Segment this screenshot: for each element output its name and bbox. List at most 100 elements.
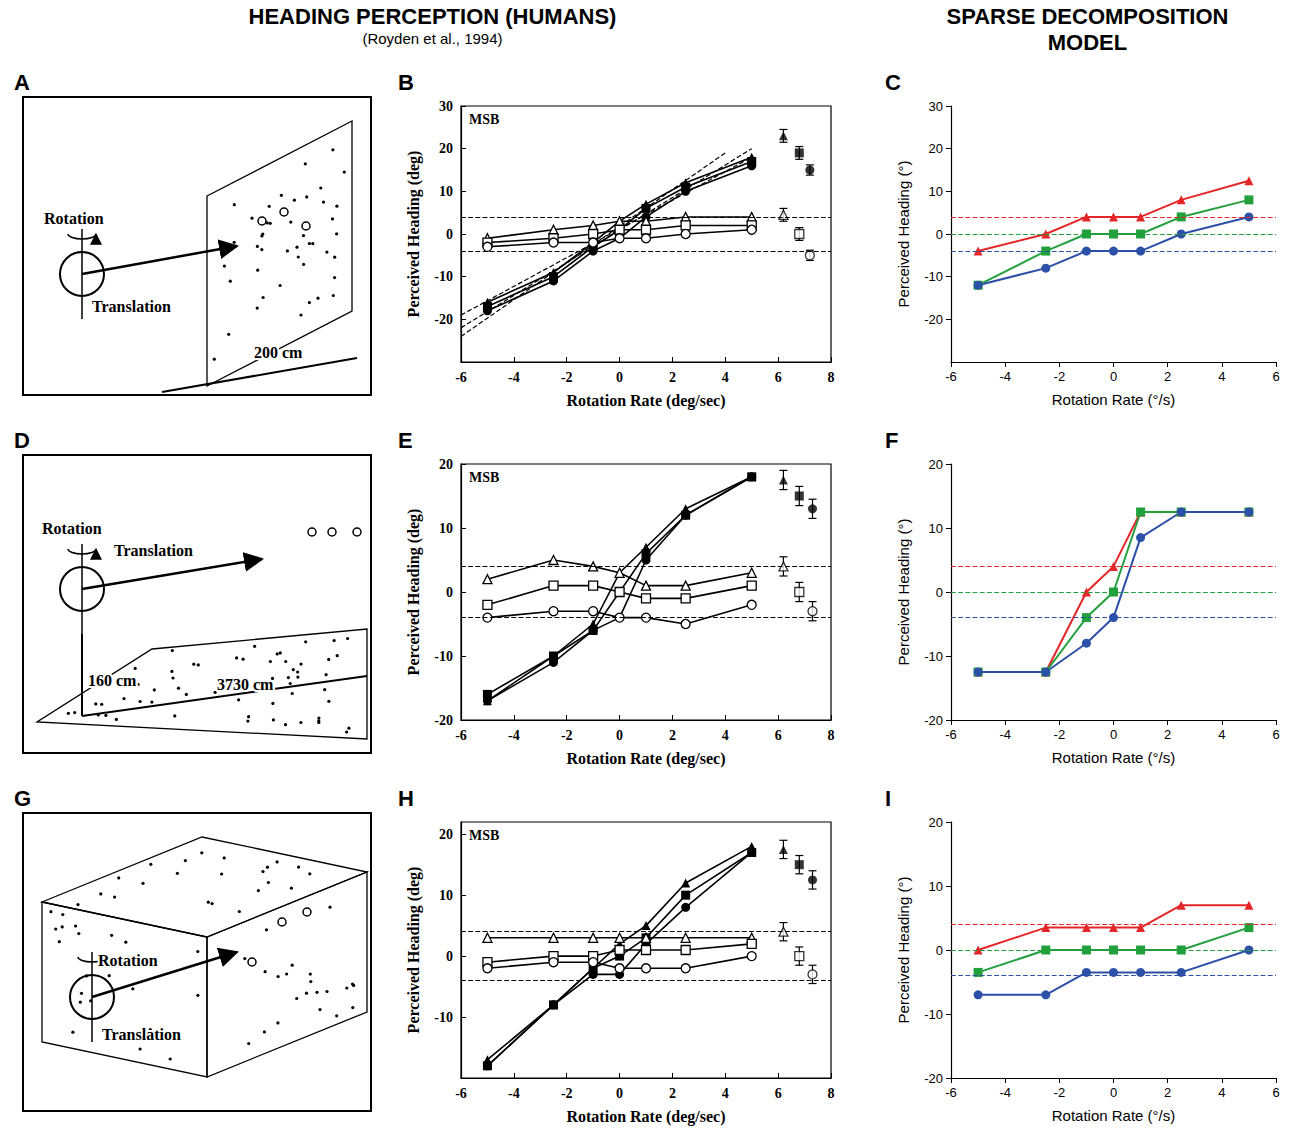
svg-text:20: 20 xyxy=(439,827,453,842)
svg-text:6: 6 xyxy=(775,728,782,743)
svg-text:200 cm: 200 cm xyxy=(254,344,303,361)
svg-text:2: 2 xyxy=(1164,369,1171,384)
svg-text:0: 0 xyxy=(446,227,453,242)
svg-text:MSB: MSB xyxy=(469,112,499,127)
svg-text:20: 20 xyxy=(439,457,453,472)
svg-text:-20: -20 xyxy=(924,1071,943,1086)
svg-text:Perceived Heading (°): Perceived Heading (°) xyxy=(895,519,912,666)
svg-text:-10: -10 xyxy=(924,649,943,664)
svg-text:-6: -6 xyxy=(455,370,467,385)
svg-text:8: 8 xyxy=(828,370,835,385)
svg-text:4: 4 xyxy=(1218,369,1225,384)
svg-text:-6: -6 xyxy=(455,728,467,743)
svg-text:160 cm: 160 cm xyxy=(88,672,137,689)
svg-text:30: 30 xyxy=(929,99,943,114)
svg-text:Perceived Heading (deg): Perceived Heading (deg) xyxy=(405,509,423,676)
svg-text:4: 4 xyxy=(722,728,729,743)
svg-text:0: 0 xyxy=(446,949,453,964)
svg-text:4: 4 xyxy=(722,370,729,385)
svg-text:MSB: MSB xyxy=(469,470,499,485)
svg-text:Translation: Translation xyxy=(92,298,171,315)
svg-text:-4: -4 xyxy=(999,1085,1011,1100)
svg-text:2: 2 xyxy=(1164,1085,1171,1100)
svg-text:-2: -2 xyxy=(1054,727,1066,742)
svg-text:-4: -4 xyxy=(999,727,1011,742)
svg-text:Perceived Heading (°): Perceived Heading (°) xyxy=(895,161,912,308)
svg-text:-20: -20 xyxy=(434,713,453,728)
svg-text:6: 6 xyxy=(775,370,782,385)
svg-text:20: 20 xyxy=(439,141,453,156)
svg-text:-6: -6 xyxy=(945,369,957,384)
svg-text:-2: -2 xyxy=(561,728,573,743)
svg-text:20: 20 xyxy=(929,457,943,472)
svg-text:-10: -10 xyxy=(924,269,943,284)
svg-text:-2: -2 xyxy=(1054,1085,1066,1100)
svg-text:-10: -10 xyxy=(434,1010,453,1025)
svg-text:6: 6 xyxy=(1272,727,1279,742)
svg-text:0: 0 xyxy=(446,585,453,600)
svg-text:6: 6 xyxy=(1272,1085,1279,1100)
svg-text:2: 2 xyxy=(669,370,676,385)
svg-text:-10: -10 xyxy=(924,1007,943,1022)
svg-text:30: 30 xyxy=(439,99,453,114)
svg-text:4: 4 xyxy=(1218,1085,1225,1100)
svg-text:-6: -6 xyxy=(945,727,957,742)
svg-text:10: 10 xyxy=(929,521,943,536)
svg-text:0: 0 xyxy=(616,1086,623,1101)
svg-text:0: 0 xyxy=(616,728,623,743)
svg-text:10: 10 xyxy=(929,879,943,894)
svg-text:Translation: Translation xyxy=(114,542,193,559)
svg-text:0: 0 xyxy=(936,227,943,242)
svg-text:-2: -2 xyxy=(561,370,573,385)
svg-text:Rotation Rate (°/s): Rotation Rate (°/s) xyxy=(1052,749,1176,766)
svg-text:-4: -4 xyxy=(508,370,520,385)
svg-text:4: 4 xyxy=(1218,727,1225,742)
svg-text:10: 10 xyxy=(439,888,453,903)
svg-text:Translation: Translation xyxy=(102,1026,181,1043)
svg-text:-4: -4 xyxy=(999,369,1011,384)
svg-text:-20: -20 xyxy=(434,312,453,327)
svg-text:20: 20 xyxy=(929,815,943,830)
svg-text:-2: -2 xyxy=(561,1086,573,1101)
svg-text:Rotation: Rotation xyxy=(98,952,158,969)
svg-text:MSB: MSB xyxy=(469,828,499,843)
svg-text:-20: -20 xyxy=(924,312,943,327)
svg-text:Perceived Heading (deg): Perceived Heading (deg) xyxy=(405,867,423,1034)
svg-text:-10: -10 xyxy=(434,649,453,664)
svg-text:Rotation: Rotation xyxy=(42,520,102,537)
svg-text:6: 6 xyxy=(1272,369,1279,384)
svg-text:-6: -6 xyxy=(945,1085,957,1100)
svg-text:Perceived Heading (deg): Perceived Heading (deg) xyxy=(405,151,423,318)
svg-text:10: 10 xyxy=(439,521,453,536)
svg-text:0: 0 xyxy=(936,943,943,958)
svg-text:4: 4 xyxy=(722,1086,729,1101)
svg-text:6: 6 xyxy=(775,1086,782,1101)
svg-text:Rotation: Rotation xyxy=(44,210,104,227)
svg-text:8: 8 xyxy=(828,1086,835,1101)
svg-text:8: 8 xyxy=(828,728,835,743)
svg-text:0: 0 xyxy=(1110,369,1117,384)
svg-text:-20: -20 xyxy=(924,713,943,728)
svg-text:Rotation Rate (deg/sec): Rotation Rate (deg/sec) xyxy=(566,392,725,410)
svg-text:0: 0 xyxy=(1110,1085,1117,1100)
svg-text:0: 0 xyxy=(936,585,943,600)
svg-text:Rotation Rate (°/s): Rotation Rate (°/s) xyxy=(1052,1107,1176,1124)
svg-text:0: 0 xyxy=(1110,727,1117,742)
svg-text:-4: -4 xyxy=(508,1086,520,1101)
svg-text:2: 2 xyxy=(669,1086,676,1101)
svg-text:2: 2 xyxy=(669,728,676,743)
svg-text:-4: -4 xyxy=(508,728,520,743)
svg-text:Rotation Rate (°/s): Rotation Rate (°/s) xyxy=(1052,391,1176,408)
svg-text:Perceived Heading (°): Perceived Heading (°) xyxy=(895,877,912,1024)
svg-text:10: 10 xyxy=(929,184,943,199)
svg-text:-2: -2 xyxy=(1054,369,1066,384)
svg-text:Rotation Rate (deg/sec): Rotation Rate (deg/sec) xyxy=(566,1108,725,1126)
svg-text:20: 20 xyxy=(929,141,943,156)
svg-text:10: 10 xyxy=(439,184,453,199)
svg-text:-6: -6 xyxy=(455,1086,467,1101)
svg-text:0: 0 xyxy=(616,370,623,385)
svg-text:3730 cm: 3730 cm xyxy=(217,676,274,693)
svg-text:-10: -10 xyxy=(434,269,453,284)
svg-text:Rotation Rate (deg/sec): Rotation Rate (deg/sec) xyxy=(566,750,725,768)
svg-text:2: 2 xyxy=(1164,727,1171,742)
